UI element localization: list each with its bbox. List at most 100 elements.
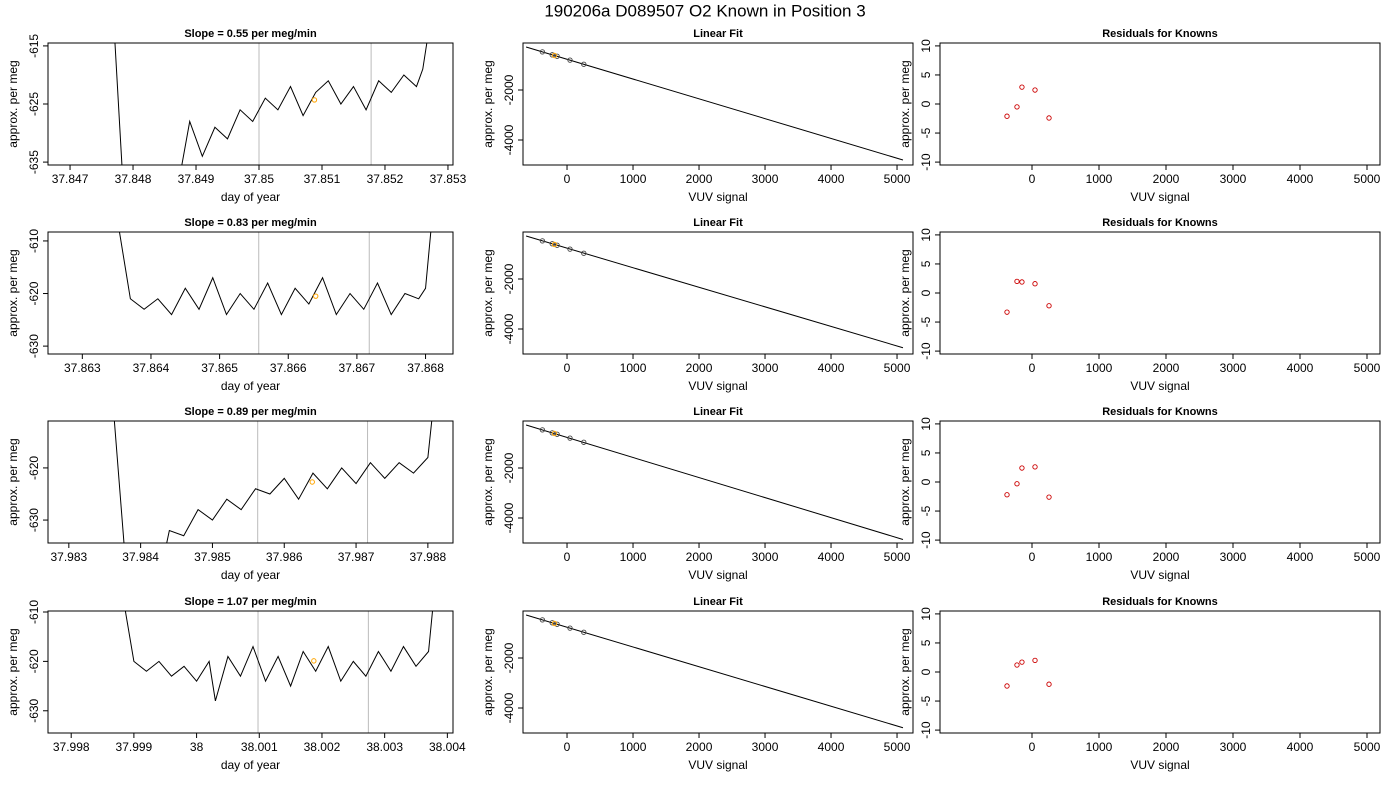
y-tick-label: 10 [919,228,933,242]
panel-title: Slope = 0.89 per meg/min [184,406,317,418]
data-line [118,232,432,316]
x-tick-label: 4000 [1287,740,1314,754]
y-tick-label: -5 [919,127,933,138]
y-tick-label: -4000 [502,502,516,533]
y-tick-label: -620 [27,456,41,480]
x-tick-label: 3000 [752,740,779,754]
plot-area [525,614,904,729]
x-tick-label: 2000 [1153,550,1180,564]
x-tick-label: 2000 [1153,172,1180,186]
x-tick-label: 2000 [1153,361,1180,375]
x-tick-label: 37.848 [115,172,152,186]
x-tick-label: 37.866 [270,361,307,375]
point [1032,87,1038,93]
x-tick-label: 3000 [1220,740,1247,754]
panel: Linear Fit VUV signal approx. per meg 0 1000… [481,406,914,582]
y-tick-label: -630 [27,698,41,722]
x-axis-label: VUV signal [688,190,747,204]
panel-title: Residuals for Knowns [1102,406,1218,418]
x-tick-label: 5000 [884,550,911,564]
x-axis-label: day of year [221,379,280,393]
y-tick-label: -4000 [502,124,516,155]
x-tick-label: 1000 [1086,172,1113,186]
y-tick-label: -610 [27,229,41,253]
x-tick-label: 1000 [620,740,647,754]
x-tick-label: 5000 [884,740,911,754]
y-tick-label: -4000 [502,692,516,723]
x-tick-label: 2000 [686,172,713,186]
x-tick-label: 38.002 [304,740,341,754]
x-tick-label: 5000 [1354,740,1381,754]
point [1014,104,1020,110]
x-tick-label: 38 [190,740,204,754]
y-tick-label: -5 [919,695,933,706]
x-tick-label: 3000 [1220,172,1247,186]
data-line [114,43,428,165]
point [1004,683,1010,689]
highlight-point [309,479,315,485]
x-tick-label: 37.864 [133,361,170,375]
x-axis-label: day of year [221,568,280,582]
y-tick-label: -615 [27,34,41,58]
y-tick-label: 10 [919,417,933,431]
x-axis-label: VUV signal [1130,568,1189,582]
y-axis-label: approx. per meg [6,60,20,147]
x-tick-label: 37.853 [430,172,467,186]
x-tick-label: 0 [564,740,571,754]
panel-title: Slope = 1.07 per meg/min [184,596,317,608]
x-tick-label: 37.868 [407,361,444,375]
x-tick-label: 37.863 [64,361,101,375]
panel: Residuals for Knowns VUV signal approx. pe… [898,28,1380,204]
y-tick-label: -620 [27,649,41,673]
x-tick-label: 5000 [1354,172,1381,186]
point [554,431,560,437]
highlight-point [311,97,318,103]
point [1014,481,1020,487]
point [567,57,573,63]
point [1014,278,1020,285]
y-tick-label: -5 [919,505,933,516]
panel-title: Slope = 0.83 per meg/min [184,217,317,229]
y-tick-label: 5 [919,71,933,78]
x-axis-label: day of year [221,190,280,204]
x-axis-label: VUV signal [1130,758,1189,772]
y-axis-label: approx. per meg [481,249,495,336]
x-tick-label: 0 [564,172,571,186]
point [554,242,560,248]
y-tick-label: -620 [27,281,41,305]
point [549,430,555,436]
point [1032,281,1038,287]
panel: Slope = 0.55 per meg/min day of year appro… [6,28,467,204]
x-tick-label: 3000 [752,550,779,564]
point [581,629,587,635]
y-tick-label: -5 [919,316,933,327]
x-tick-label: 3000 [1220,361,1247,375]
x-tick-label: 38.003 [366,740,403,754]
x-tick-label: 5000 [884,361,911,375]
y-tick-label: -635 [27,150,41,174]
panel-title: Residuals for Knowns [1102,596,1218,608]
plot-frame [939,610,1381,734]
plot-area [1004,84,1052,121]
point [1046,681,1052,687]
highlight-point [311,658,317,664]
point [1019,659,1025,665]
point [1004,309,1010,315]
point [581,439,587,445]
data-line [113,421,433,543]
x-tick-label: 5000 [1354,361,1381,375]
x-tick-label: 37.867 [339,361,376,375]
point [581,61,587,67]
panel: Linear Fit VUV signal approx. per meg 0 1000… [481,28,914,204]
x-tick-label: 0 [564,550,571,564]
plot-area [124,611,434,733]
x-tick-label: 1000 [1086,361,1113,375]
x-tick-label: 37.985 [194,550,231,564]
y-tick-label: 0 [919,478,933,485]
point [554,621,560,627]
panel: Linear Fit VUV signal approx. per meg 0 1000… [481,217,914,393]
point [1046,303,1052,309]
point [539,49,546,55]
